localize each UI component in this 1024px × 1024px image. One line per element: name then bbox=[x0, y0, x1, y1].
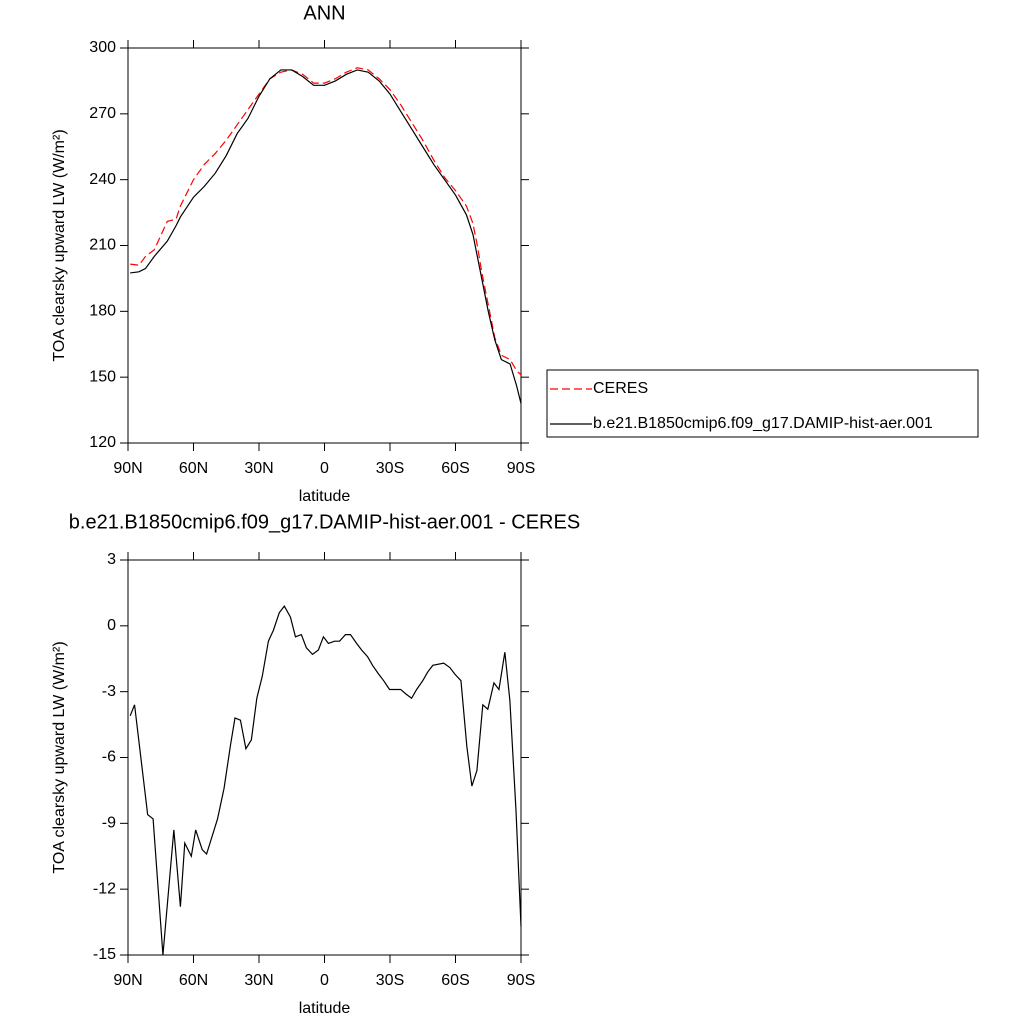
y-tick-label: 3 bbox=[107, 551, 116, 568]
x-tick-label: 90S bbox=[507, 460, 535, 477]
x-tick-label: 90S bbox=[507, 972, 535, 989]
y-tick-label: -6 bbox=[102, 749, 116, 766]
legend-box bbox=[546, 369, 979, 438]
chart-title: ANN bbox=[303, 2, 345, 24]
y-tick-label: 240 bbox=[89, 171, 116, 188]
x-tick-label: 0 bbox=[320, 460, 329, 477]
y-axis-label: TOA clearsky upward LW (W/m²) bbox=[51, 129, 68, 361]
y-tick-label: -3 bbox=[102, 683, 116, 700]
x-axis-label: latitude bbox=[299, 488, 351, 505]
x-tick-label: 30S bbox=[376, 972, 404, 989]
legend-label: b.e21.B1850cmip6.f09_g17.DAMIP-hist-aer.… bbox=[593, 415, 933, 432]
y-tick-label: 150 bbox=[89, 368, 116, 385]
y-tick-label: -15 bbox=[93, 946, 116, 963]
x-tick-label: 30S bbox=[376, 460, 404, 477]
y-tick-label: -12 bbox=[93, 880, 116, 897]
y-tick-label: 180 bbox=[89, 303, 116, 320]
x-axis-label: latitude bbox=[299, 1000, 351, 1017]
y-tick-label: -9 bbox=[102, 815, 116, 832]
y-tick-label: 0 bbox=[107, 617, 116, 634]
y-tick-label: 210 bbox=[89, 237, 116, 254]
plot-frame bbox=[127, 559, 522, 956]
plot-frame bbox=[127, 47, 522, 444]
series-line bbox=[130, 67, 522, 376]
y-tick-label: 270 bbox=[89, 105, 116, 122]
series-line bbox=[129, 604, 522, 956]
x-tick-label: 60S bbox=[441, 460, 469, 477]
x-tick-label: 90N bbox=[113, 460, 142, 477]
x-tick-label: 30N bbox=[244, 972, 273, 989]
y-axis-label: TOA clearsky upward LW (W/m²) bbox=[51, 641, 68, 873]
legend-label: CERES bbox=[593, 380, 648, 397]
series-line bbox=[130, 69, 522, 404]
x-tick-label: 60N bbox=[179, 460, 208, 477]
x-tick-label: 90N bbox=[113, 972, 142, 989]
x-tick-label: 30N bbox=[244, 460, 273, 477]
y-tick-label: 120 bbox=[89, 434, 116, 451]
x-tick-label: 0 bbox=[320, 972, 329, 989]
y-tick-label: 300 bbox=[89, 39, 116, 56]
x-tick-label: 60N bbox=[179, 972, 208, 989]
x-tick-label: 60S bbox=[441, 972, 469, 989]
chart-title: b.e21.B1850cmip6.f09_g17.DAMIP-hist-aer.… bbox=[69, 511, 580, 533]
